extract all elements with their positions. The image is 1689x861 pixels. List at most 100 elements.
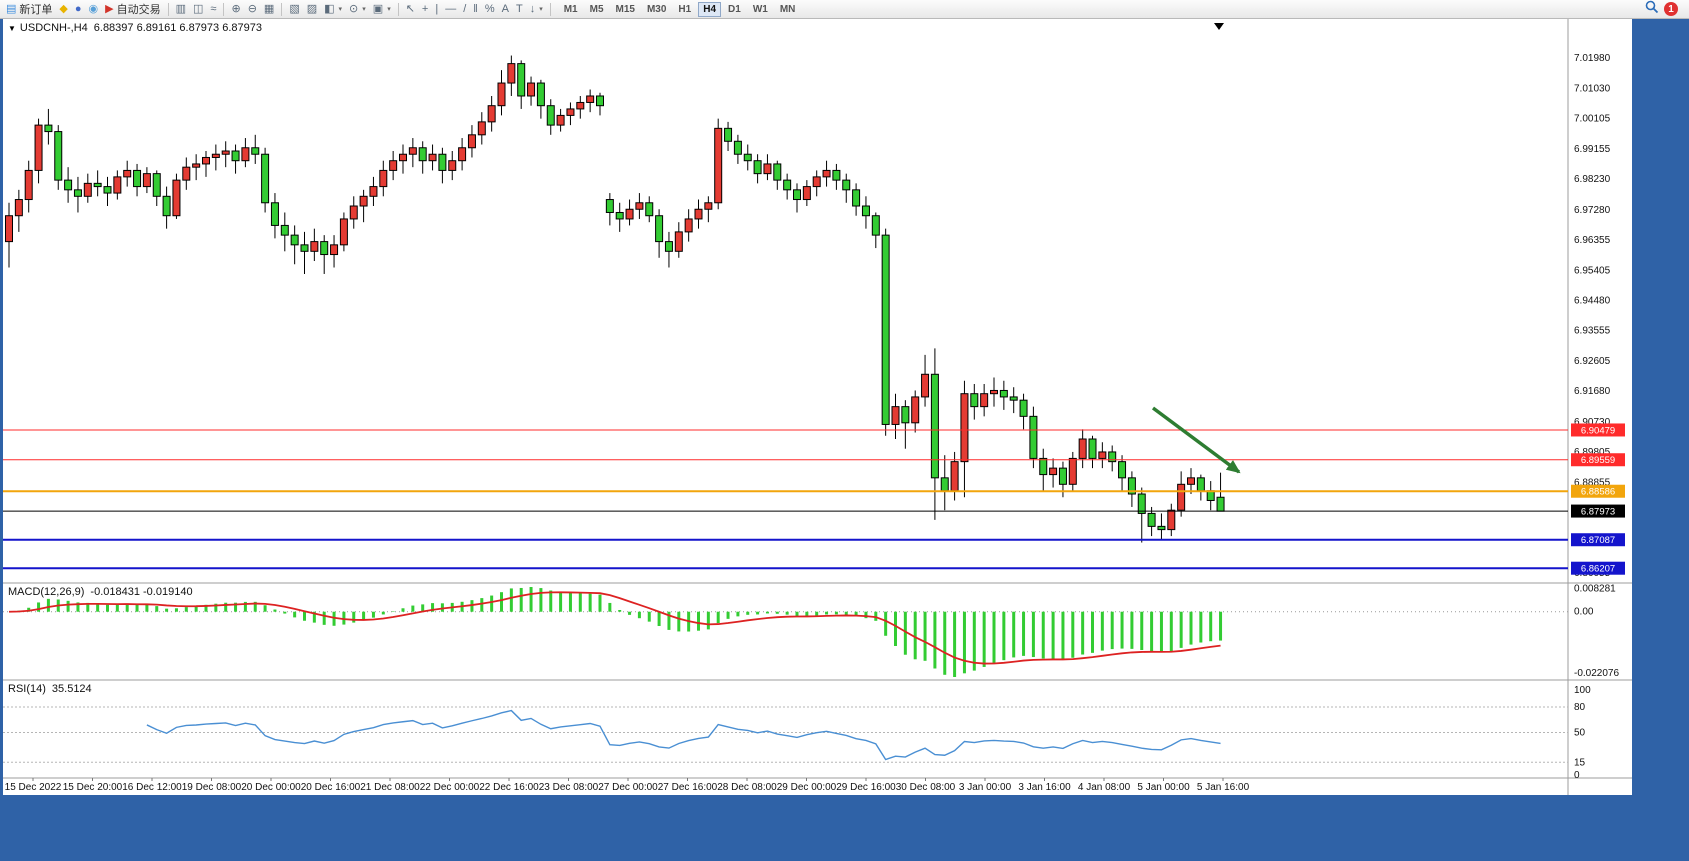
svg-text:6.86207: 6.86207: [1581, 564, 1615, 575]
cursor-button[interactable]: ↖: [403, 1, 418, 17]
timeframe-d1[interactable]: D1: [728, 3, 741, 15]
period-selector-button[interactable]: ⊙ ▾: [346, 1, 369, 17]
rsi-panel: [3, 706, 1568, 763]
svg-text:6.89805: 6.89805: [1574, 447, 1611, 458]
line-chart-button[interactable]: ≈: [207, 1, 219, 17]
vertical-line-button[interactable]: |: [432, 1, 441, 17]
channel-icon: ‖: [473, 2, 478, 15]
autotrading-button[interactable]: ▶ 自动交易: [102, 1, 163, 17]
svg-text:3 Jan 16:00: 3 Jan 16:00: [1018, 782, 1071, 793]
svg-text:30 Dec 08:00: 30 Dec 08:00: [896, 782, 956, 793]
macd-panel: [3, 587, 1568, 677]
toolbar-separator: [281, 2, 283, 16]
chevron-down-icon: ▾: [387, 6, 391, 13]
equidistant-channel-button[interactable]: ‖: [470, 1, 481, 17]
macd-name: MACD(12,26,9): [8, 586, 85, 598]
zoom-in-icon: ⊕: [231, 2, 241, 15]
market-watch-button[interactable]: ●: [72, 1, 85, 17]
svg-text:6.88855: 6.88855: [1574, 478, 1611, 489]
new-chart-button[interactable]: ◧ ▾: [321, 1, 345, 17]
svg-text:6.97280: 6.97280: [1574, 205, 1611, 216]
svg-text:15 Dec 2022: 15 Dec 2022: [5, 782, 62, 793]
svg-text:100: 100: [1574, 685, 1591, 696]
svg-text:6.94480: 6.94480: [1574, 295, 1611, 306]
svg-text:6.91680: 6.91680: [1574, 386, 1611, 397]
trend-arrow-annotation[interactable]: [1151, 406, 1241, 474]
price-label-boxes: 6.90479 6.89559 6.88586 6.87973 6.87087 6.862…: [1571, 423, 1625, 575]
timeframe-mn[interactable]: MN: [779, 3, 796, 15]
vertical-line-icon: |: [435, 2, 439, 15]
rsi-value: 35.5124: [51, 683, 92, 695]
chart-canvas[interactable]: 7.01980 7.01030 7.00105 6.99155 6.98230 6.972…: [3, 19, 1632, 795]
time-axis[interactable]: 15 Dec 2022 15 Dec 20:00 16 Dec 12:00 19 De…: [5, 778, 1250, 793]
svg-text:6.89559: 6.89559: [1581, 455, 1615, 466]
cascade-charts-icon: ▨: [306, 2, 318, 15]
panel-separators[interactable]: [3, 19, 1632, 795]
svg-text:5 Jan 00:00: 5 Jan 00:00: [1137, 782, 1190, 793]
svg-text:27 Dec 16:00: 27 Dec 16:00: [658, 782, 718, 793]
arrange-charts-button[interactable]: ▧: [286, 1, 302, 17]
svg-text:4 Jan 08:00: 4 Jan 08:00: [1078, 782, 1131, 793]
zoom-out-button[interactable]: ⊖: [245, 1, 260, 17]
svg-text:3 Jan 00:00: 3 Jan 00:00: [959, 782, 1012, 793]
macd-values: -0.018431 -0.019140: [90, 586, 193, 598]
ohlc-values: 6.88397 6.89161 6.87973 6.87973: [93, 22, 262, 34]
new-chart-icon: ◧: [324, 2, 335, 15]
svg-text:50: 50: [1574, 728, 1586, 739]
text-label-button[interactable]: T: [513, 1, 526, 17]
price-axis[interactable]: 7.01980 7.01030 7.00105 6.99155 6.98230 6.972…: [1574, 53, 1619, 781]
autotrading-label: 自动交易: [116, 4, 161, 16]
zoom-in-button[interactable]: ⊕: [228, 1, 243, 17]
svg-text:-0.022076: -0.022076: [1574, 668, 1619, 679]
timeframe-h1[interactable]: H1: [678, 3, 692, 15]
zoom-out-icon: ⊖: [247, 2, 257, 15]
templates-icon: ▣: [372, 2, 384, 15]
svg-text:6.99155: 6.99155: [1574, 144, 1611, 155]
bar-chart-button[interactable]: ▥: [173, 1, 189, 17]
search-icon[interactable]: [1645, 0, 1659, 19]
svg-text:6.90730: 6.90730: [1574, 417, 1611, 428]
candlestick-chart-button[interactable]: ◫: [190, 1, 206, 17]
horizontal-line-icon: —: [445, 2, 457, 15]
svg-text:6.98230: 6.98230: [1574, 174, 1611, 185]
metaeditor-button[interactable]: ◆: [56, 1, 70, 17]
svg-text:20 Dec 00:00: 20 Dec 00:00: [241, 782, 301, 793]
horizontal-line-button[interactable]: —: [442, 1, 459, 17]
rsi-indicator-label: RSI(14) 35.5124: [8, 683, 92, 695]
chart-shift-marker-icon[interactable]: [1214, 23, 1224, 30]
new-order-button[interactable]: ▤ 新订单: [3, 1, 55, 17]
svg-text:6.92605: 6.92605: [1574, 356, 1611, 367]
svg-text:29 Dec 00:00: 29 Dec 00:00: [777, 782, 837, 793]
text-button[interactable]: A: [499, 1, 512, 17]
timeframe-m1[interactable]: M1: [563, 3, 578, 15]
timeframe-m30[interactable]: M30: [646, 3, 667, 15]
toolbar-separator: [549, 2, 551, 16]
timeframe-m15[interactable]: M15: [615, 3, 635, 15]
svg-text:28 Dec 08:00: 28 Dec 08:00: [717, 782, 777, 793]
timeframe-w1[interactable]: W1: [752, 3, 768, 15]
market-watch-icon: ●: [74, 2, 82, 15]
timeframe-h4[interactable]: H4: [698, 1, 722, 17]
data-window-button[interactable]: ◉: [86, 1, 102, 17]
svg-text:20 Dec 16:00: 20 Dec 16:00: [301, 782, 361, 793]
trendline-icon: /: [463, 2, 467, 15]
fibonacci-button[interactable]: %: [482, 1, 498, 17]
data-window-icon: ◉: [88, 2, 99, 15]
trendline-button[interactable]: /: [460, 1, 469, 17]
timeframe-m5[interactable]: M5: [589, 3, 604, 15]
horizontal-level-lines[interactable]: [3, 429, 1568, 570]
svg-text:6.95405: 6.95405: [1574, 266, 1611, 277]
tile-windows-button[interactable]: ▦: [261, 1, 277, 17]
toolbar-separator: [167, 2, 169, 16]
cascade-charts-button[interactable]: ▨: [304, 1, 320, 17]
svg-text:29 Dec 16:00: 29 Dec 16:00: [836, 782, 896, 793]
svg-text:5 Jan 16:00: 5 Jan 16:00: [1197, 782, 1250, 793]
templates-button[interactable]: ▣ ▾: [370, 1, 394, 17]
notification-badge[interactable]: 1: [1664, 2, 1678, 16]
chart-menu-arrow-icon[interactable]: ▼: [8, 24, 16, 33]
arrows-button[interactable]: ↓ ▾: [527, 1, 546, 17]
svg-text:6.93555: 6.93555: [1574, 325, 1611, 336]
svg-text:6.87087: 6.87087: [1581, 535, 1615, 546]
crosshair-button[interactable]: +: [419, 1, 431, 17]
tile-windows-icon: ▦: [263, 2, 275, 15]
